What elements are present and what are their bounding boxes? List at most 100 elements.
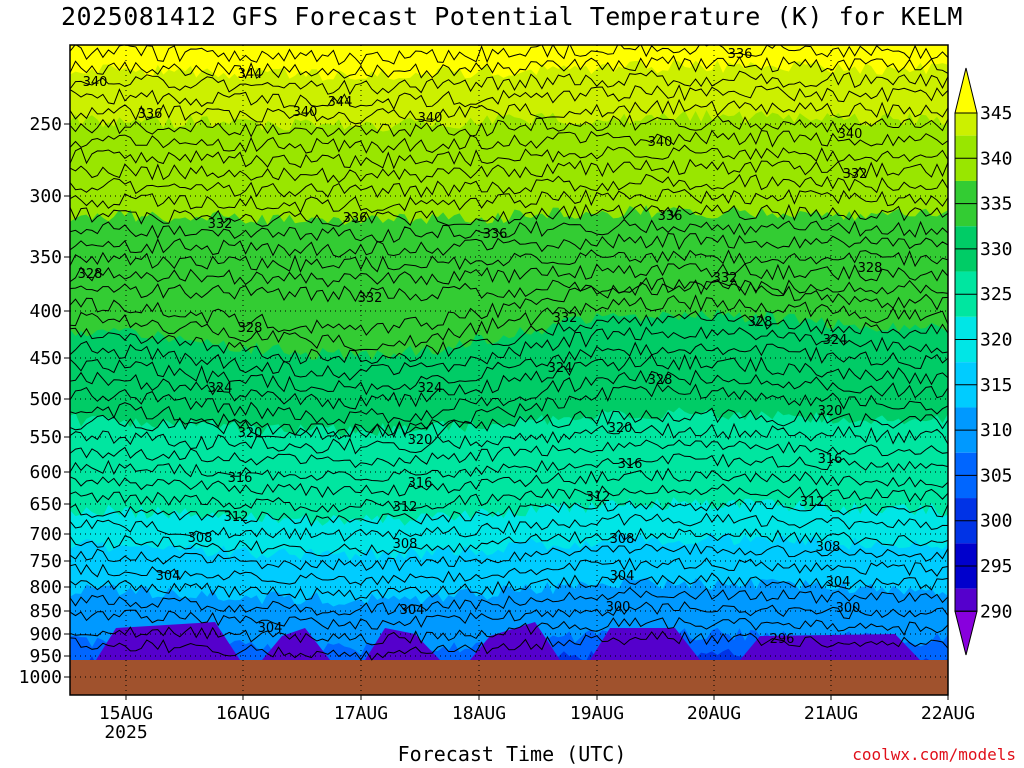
contour-label: 316 <box>408 476 433 491</box>
colorbar-label: 340 <box>980 148 1013 169</box>
contour-line <box>70 279 948 336</box>
contour-label: 344 <box>238 67 263 82</box>
contour-label: 340 <box>648 135 673 150</box>
contour-line <box>70 383 948 440</box>
contour-line <box>70 439 948 469</box>
y-tick-label: 1000 <box>19 667 62 688</box>
cold-pool-5 <box>740 634 920 660</box>
contour-label: 328 <box>238 321 263 336</box>
contour-line <box>70 453 948 482</box>
x-tick-label: 22AUG <box>921 703 975 724</box>
colorbar-segment <box>955 135 977 159</box>
y-tick-label: 900 <box>29 624 62 645</box>
y-tick-label: 850 <box>29 601 62 622</box>
contour-line <box>70 353 948 410</box>
contour-label: 320 <box>408 433 433 448</box>
contour-label: 316 <box>228 471 253 486</box>
cold-pool-4 <box>590 628 700 660</box>
colorbar-segment <box>955 362 977 385</box>
contour-line <box>70 601 948 630</box>
contour-label: 304 <box>610 569 635 584</box>
colorbar-segment <box>955 316 977 340</box>
colorbar-segment <box>955 520 977 544</box>
contour-label: 332 <box>843 167 868 182</box>
contour-label: 304 <box>156 569 181 584</box>
x-tick-label: 18AUG <box>452 703 506 724</box>
x-tick-label: 20AUG <box>687 703 741 724</box>
contour-line <box>70 310 948 365</box>
contour-label: 336 <box>658 209 683 224</box>
contour-line <box>70 326 948 381</box>
y-tick-label: 600 <box>29 462 62 483</box>
colorbar-label: 315 <box>980 375 1013 396</box>
contour-label: 336 <box>138 107 163 122</box>
x-tick-label: 17AUG <box>334 703 388 724</box>
contour-label: 336 <box>343 211 368 226</box>
contour-line <box>70 587 948 616</box>
contour-label: 328 <box>748 315 773 330</box>
y-tick-label: 300 <box>29 186 62 207</box>
contour-line <box>70 232 948 258</box>
contour-label: 316 <box>618 457 643 472</box>
contour-label: 324 <box>208 381 233 396</box>
colorbar-segment <box>955 248 977 272</box>
contour-label: 324 <box>823 333 848 348</box>
y-tick-label: 700 <box>29 524 62 545</box>
surface-ground <box>70 660 948 695</box>
contour-label: 324 <box>548 361 573 376</box>
contour-label: 304 <box>258 621 283 636</box>
contour-line <box>70 129 948 154</box>
x-tick-label: 15AUG <box>99 703 153 724</box>
contour-label: 328 <box>648 373 673 388</box>
contour-label: 308 <box>188 531 213 546</box>
cold-pool-1 <box>262 628 330 660</box>
contour-line <box>70 54 948 80</box>
y-tick-label: 450 <box>29 348 62 369</box>
contour-label: 344 <box>328 95 353 110</box>
contour-line <box>70 45 948 66</box>
colorbar-segment <box>955 566 977 589</box>
contour-label: 316 <box>818 452 843 467</box>
cold-pool-3 <box>470 622 560 660</box>
grid <box>70 45 948 695</box>
colorbar-segment <box>955 588 977 612</box>
contour-label: 332 <box>713 271 738 286</box>
colorbar-segment <box>955 339 977 363</box>
contour-label: 308 <box>610 532 635 547</box>
colorbar-segment <box>955 452 977 476</box>
contour-line <box>70 542 948 572</box>
contour-label: 336 <box>483 227 508 242</box>
contour-label: 328 <box>78 267 103 282</box>
chart-title: 2025081412 GFS Forecast Potential Temper… <box>61 2 963 31</box>
contour-line <box>70 114 948 138</box>
y-tick-label: 550 <box>29 427 62 448</box>
contour-label: 312 <box>800 495 825 510</box>
contour-line <box>70 294 948 351</box>
contour-label: 300 <box>606 600 631 615</box>
contour-line <box>70 173 948 199</box>
contour-label: 304 <box>400 603 425 618</box>
contour-label: 340 <box>83 75 108 90</box>
colorbar-segment <box>955 113 977 136</box>
colorbar-label: 320 <box>980 330 1013 351</box>
contour-line <box>70 630 948 661</box>
colorbar-label: 335 <box>980 194 1013 215</box>
contour-line <box>70 98 948 125</box>
contour-label: 320 <box>238 426 263 441</box>
colorbar-segment <box>955 475 977 499</box>
colorbar-segment <box>955 543 977 566</box>
contour-line <box>70 341 948 396</box>
contour-label: 312 <box>224 510 249 525</box>
contour-line <box>70 158 948 184</box>
colorbar: 345 340 335 330 325 320 315 310 305 300 295 290 <box>954 67 1013 656</box>
y-tick-label: 950 <box>29 646 62 667</box>
colorbar-label: 300 <box>980 511 1013 532</box>
contour-line <box>70 203 948 227</box>
colorbar-label: 325 <box>980 284 1013 305</box>
x-axis-title: Forecast Time (UTC) <box>397 742 627 766</box>
contour-label: 312 <box>393 500 418 515</box>
colorbar-segment <box>955 226 977 249</box>
y-axis: 2503003504004505005506006507007508008509… <box>19 114 70 688</box>
y-tick-label: 250 <box>29 114 62 135</box>
